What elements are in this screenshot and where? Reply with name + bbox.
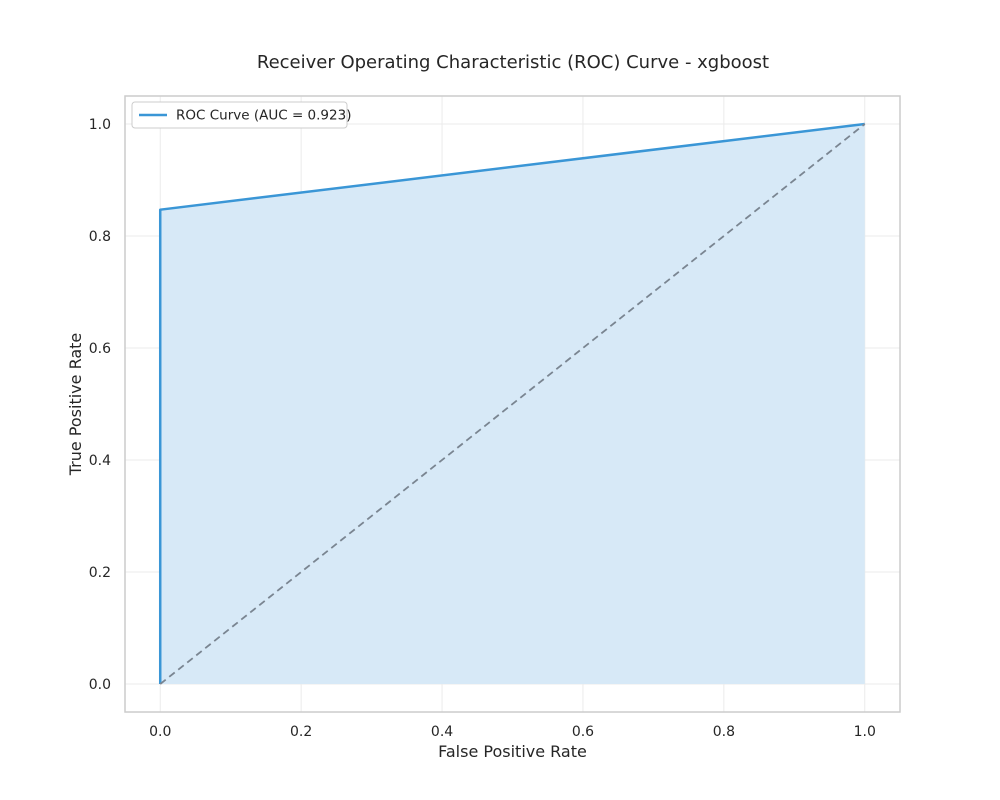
x-tick-label: 0.4: [431, 724, 453, 740]
plot-frame: [124, 95, 901, 713]
chart-title: Receiver Operating Characteristic (ROC) …: [257, 52, 769, 73]
legend-box: [131, 101, 348, 129]
y-tick-label: 0.0: [89, 677, 111, 693]
y-tick-label: 0.4: [89, 453, 111, 469]
x-tick-label: 1.0: [854, 724, 876, 740]
x-axis-label: False Positive Rate: [438, 742, 587, 761]
y-tick-label: 0.2: [89, 565, 111, 581]
x-tick-label: 0.2: [290, 724, 312, 740]
x-tick-label: 0.8: [713, 724, 735, 740]
chance-diagonal-line: [159, 123, 866, 685]
y-tick-label: 1.0: [89, 117, 111, 133]
y-tick-label: 0.6: [89, 341, 111, 357]
series-lines: [158, 122, 866, 685]
y-tick-label: 0.8: [89, 229, 111, 245]
legend-label-roc-curve: ROC Curve (AUC = 0.923): [176, 108, 351, 124]
y-axis-label: True Positive Rate: [66, 333, 85, 477]
legend: ROC Curve (AUC = 0.923): [131, 101, 351, 129]
roc-curve-line: [158, 122, 865, 684]
tick-labels: 0.0 0.2 0.4 0.6 0.8 1.0 0.0 0.2 0.4 0.6 0.8 1.0: [89, 117, 876, 740]
x-tick-label: 0.0: [149, 724, 171, 740]
x-tick-label: 0.6: [572, 724, 594, 740]
